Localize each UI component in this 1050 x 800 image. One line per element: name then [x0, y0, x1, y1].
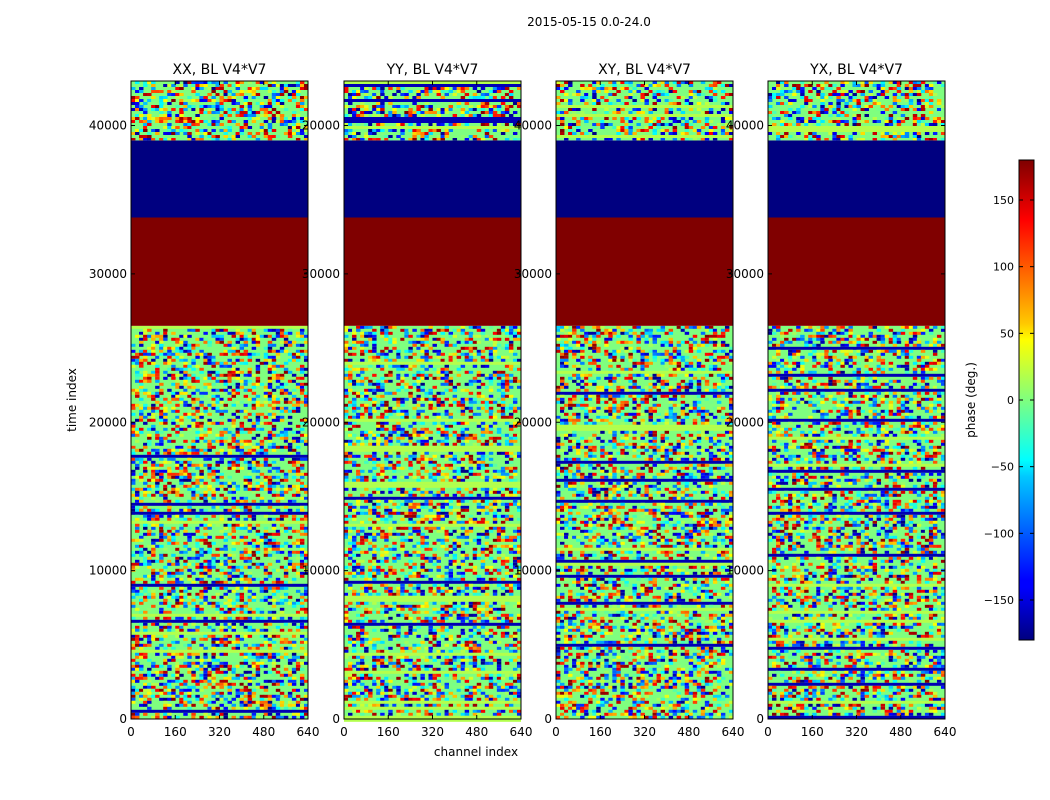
- x-tick-label: 0: [552, 725, 560, 739]
- band-solid-3: [556, 140, 733, 218]
- x-tick-label: 640: [722, 725, 745, 739]
- y-tick-label: 40000: [89, 119, 127, 133]
- x-tick-label: 160: [164, 725, 187, 739]
- band-noise-4: [131, 81, 309, 141]
- colorbar-label: phase (deg.): [964, 362, 978, 438]
- band-solid-2: [344, 217, 521, 326]
- x-tick-label: 320: [208, 725, 231, 739]
- y-tick-label: 10000: [89, 564, 127, 578]
- y-tick-label: 20000: [726, 415, 764, 429]
- colorbar-tick-label: −150: [984, 594, 1014, 607]
- band-noise-4: [556, 81, 734, 141]
- band-solid-2: [131, 217, 308, 326]
- panel-1: XX, BL V4*V7 0 160 320 480 640 0 10000 20000 3000…: [89, 62, 320, 739]
- y-axis-label: time index: [65, 368, 79, 432]
- y-tick-label: 0: [756, 712, 764, 726]
- x-axis-label: channel index: [434, 745, 518, 759]
- band-noise-1: [768, 325, 946, 719]
- x-tick-label: 160: [801, 725, 824, 739]
- panels: XX, BL V4*V7 0 160 320 480 640 0 10000 20000 3000…: [89, 62, 957, 739]
- colorbar-tick-label: 0: [1007, 394, 1014, 407]
- band-solid-2: [556, 217, 733, 326]
- y-tick-label: 40000: [726, 119, 764, 133]
- x-tick-label: 0: [764, 725, 772, 739]
- y-tick-label: 10000: [302, 564, 340, 578]
- x-tick-label: 480: [677, 725, 700, 739]
- panel-title: XX, BL V4*V7: [173, 62, 267, 78]
- x-tick-label: 480: [889, 725, 912, 739]
- colorbar-tick-label: 150: [993, 194, 1014, 207]
- y-tick-label: 30000: [726, 267, 764, 281]
- band-noise-1: [344, 325, 522, 722]
- figure-title: 2015-05-15 0.0-24.0: [527, 15, 651, 29]
- y-tick-label: 30000: [302, 267, 340, 281]
- y-tick-label: 40000: [514, 119, 552, 133]
- x-tick-label: 320: [421, 725, 444, 739]
- x-tick-label: 640: [510, 725, 533, 739]
- x-tick-label: 480: [252, 725, 275, 739]
- panel-title: YY, BL V4*V7: [386, 62, 479, 78]
- x-tick-label: 640: [934, 725, 957, 739]
- y-tick-label: 10000: [726, 564, 764, 578]
- y-tick-label: 30000: [514, 267, 552, 281]
- colorbar-tick-label: 100: [993, 261, 1014, 274]
- band-noise-4: [768, 81, 946, 141]
- y-tick-label: 20000: [302, 415, 340, 429]
- x-tick-label: 0: [340, 725, 348, 739]
- x-tick-label: 320: [845, 725, 868, 739]
- y-tick-label: 20000: [302, 119, 340, 133]
- y-tick-label: 20000: [514, 415, 552, 429]
- panel-title: YX, BL V4*V7: [809, 62, 903, 78]
- y-tick-label: 0: [544, 712, 552, 726]
- x-tick-label: 320: [633, 725, 656, 739]
- colorbar: −150 −100 −50 0 50 100 150 phase (deg.): [964, 159, 1035, 641]
- band-solid-3: [344, 140, 521, 218]
- band-solid-3: [768, 140, 945, 218]
- band-noise-1: [556, 325, 734, 719]
- panel-4: YX, BL V4*V7 0 160 320 480 640 0 10000 20000 3000…: [726, 62, 957, 739]
- x-tick-label: 640: [297, 725, 320, 739]
- band-noise-4: [344, 81, 522, 141]
- x-tick-label: 480: [465, 725, 488, 739]
- y-tick-label: 20000: [89, 415, 127, 429]
- y-tick-label: 30000: [89, 267, 127, 281]
- band-noise-1: [131, 325, 309, 719]
- panel-2: YY, BL V4*V7 0 160 320 480 640 0 10000 20000 3000…: [302, 62, 533, 739]
- colorbar-tick-label: −100: [984, 527, 1014, 540]
- panel-title: XY, BL V4*V7: [598, 62, 691, 78]
- x-tick-label: 160: [589, 725, 612, 739]
- colorbar-tick-label: 50: [1000, 327, 1014, 340]
- y-tick-label: 0: [119, 712, 127, 726]
- y-tick-label: 10000: [514, 564, 552, 578]
- x-tick-label: 160: [377, 725, 400, 739]
- y-tick-label: 0: [332, 712, 340, 726]
- panel-3: XY, BL V4*V7 0 160 320 480 640 0 10000 20000 3000…: [514, 62, 745, 739]
- band-solid-2: [768, 217, 945, 326]
- band-solid-3: [131, 140, 308, 218]
- x-tick-label: 0: [127, 725, 135, 739]
- colorbar-tick-label: −50: [991, 461, 1014, 474]
